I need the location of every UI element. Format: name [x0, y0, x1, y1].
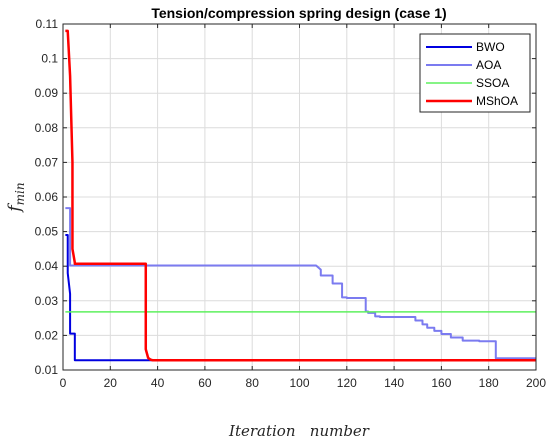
- plot-lines: [65, 29, 536, 362]
- x-tick-label: 80: [246, 376, 260, 390]
- legend: BWO AOA SSOA MShOA: [419, 33, 531, 113]
- chart-title: Tension/compression spring design (case …: [151, 5, 446, 21]
- x-tick-label: 20: [104, 376, 118, 390]
- legend-label: AOA: [476, 58, 501, 72]
- legend-label: MShOA: [476, 94, 518, 108]
- y-tick-label: 0.11: [36, 17, 59, 31]
- axis-ticks: [62, 23, 537, 371]
- x-tick-label: 100: [289, 376, 309, 390]
- y-tick-label: 0.02: [35, 328, 59, 342]
- x-tick-label: 60: [198, 376, 212, 390]
- y-tick-label: 0.05: [35, 225, 59, 239]
- x-tick-label: 40: [151, 376, 165, 390]
- x-tick-label: 120: [337, 376, 357, 390]
- legend-label: BWO: [476, 40, 505, 54]
- y-tick-label: 0.04: [35, 259, 59, 273]
- x-tick-label: 140: [384, 376, 404, 390]
- x-tick-label: 200: [526, 376, 546, 390]
- y-tick-labels: 0.01 0.02 0.03 0.04 0.05 0.06 0.07 0.08 0.09 0.1 0…: [35, 17, 59, 377]
- y-axis-label-main: f: [5, 203, 25, 214]
- legend-label: SSOA: [476, 76, 509, 90]
- y-tick-label: 0.07: [35, 155, 59, 169]
- y-tick-label: 0.08: [35, 121, 59, 135]
- y-tick-label: 0.03: [35, 294, 59, 308]
- x-tick-label: 0: [60, 376, 67, 390]
- svg-text:fmin: fmin: [5, 182, 27, 213]
- y-tick-label: 0.06: [35, 190, 59, 204]
- y-tick-label: 0.09: [35, 86, 59, 100]
- x-tick-label: 160: [431, 376, 451, 390]
- series-line-aoa: [65, 207, 536, 360]
- y-tick-label: 0.1: [41, 52, 58, 66]
- x-tick-label: 180: [479, 376, 499, 390]
- x-axis-label: Iteration number: [228, 422, 370, 440]
- series-line-mshoa: [65, 29, 536, 362]
- series-line-bwo: [65, 234, 536, 362]
- x-tick-labels: 0 20 40 60 80 100 120 140 160 180 200: [60, 376, 547, 390]
- y-axis-label: fmin: [5, 182, 27, 213]
- y-tick-label: 0.01: [35, 363, 59, 377]
- y-axis-label-sub: min: [13, 182, 27, 205]
